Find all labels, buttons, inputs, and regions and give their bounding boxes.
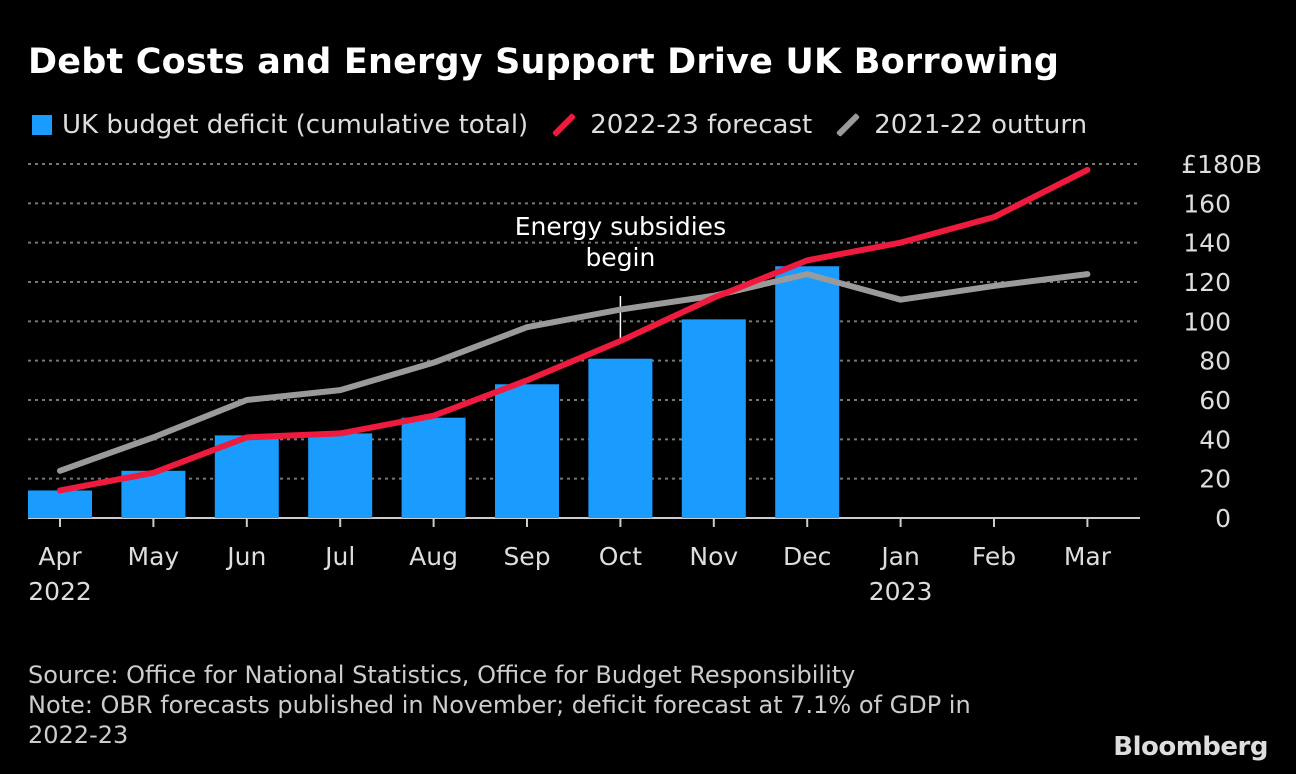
bar [401, 417, 466, 518]
bar [681, 319, 746, 518]
legend-label: 2021-22 outturn [874, 110, 1088, 140]
y-tick-label: 160 [1183, 189, 1231, 218]
bar [775, 266, 840, 518]
note-text-cont: 2022-23 [28, 721, 129, 749]
bloomberg-logo: Bloomberg [1113, 732, 1268, 762]
y-tick-label: £180B [1181, 150, 1262, 179]
x-tick-label: Jul [323, 542, 355, 571]
x-tick-label: Jan [879, 542, 920, 571]
x-tick-label: Apr [38, 542, 82, 571]
annotation-text: begin [585, 243, 655, 272]
x-year-label: 2022 [28, 577, 92, 606]
legend-item-outturn: 2021-22 outturn [834, 110, 1087, 140]
bar [495, 384, 559, 518]
source-text: Source: Office for National Statistics, … [28, 661, 856, 689]
x-tick-label: Jun [225, 542, 266, 571]
y-tick-label: 40 [1199, 425, 1231, 454]
line-outturn [57, 271, 1091, 474]
y-tick-label: 20 [1199, 465, 1231, 494]
footer: Source: Office for National Statistics, … [28, 660, 971, 750]
bar [214, 435, 279, 518]
x-tick-label: May [128, 542, 180, 571]
line-forecast [57, 166, 1091, 494]
y-tick-label: 0 [1215, 504, 1231, 533]
y-tick-label: 80 [1199, 347, 1231, 376]
x-tick-label: Nov [689, 542, 738, 571]
annotation-text: Energy subsidies [515, 212, 726, 241]
legend-item-deficit: UK budget deficit (cumulative total) [32, 110, 528, 140]
x-year-label: 2023 [869, 577, 933, 606]
legend-item-forecast: 2022-23 forecast [550, 110, 812, 140]
y-tick-label: 140 [1183, 229, 1231, 258]
x-tick-label: Oct [599, 542, 642, 571]
bar [28, 490, 92, 518]
x-tick-label: Sep [503, 542, 550, 571]
legend: UK budget deficit (cumulative total) 202… [32, 110, 1109, 140]
x-tick-label: Feb [972, 542, 1016, 571]
bar [308, 433, 373, 518]
note-text: Note: OBR forecasts published in Novembe… [28, 691, 971, 719]
legend-swatch-bar [32, 115, 52, 135]
legend-label: UK budget deficit (cumulative total) [62, 110, 529, 140]
legend-label: 2022-23 forecast [590, 110, 813, 140]
chart-title: Debt Costs and Energy Support Drive UK B… [28, 42, 1060, 82]
bar [588, 358, 653, 518]
x-tick-label: Mar [1064, 542, 1112, 571]
x-tick-label: Dec [783, 542, 831, 571]
y-tick-label: 120 [1183, 268, 1231, 297]
x-tick-label: Aug [409, 542, 458, 571]
y-tick-label: 60 [1199, 386, 1231, 415]
y-tick-label: 100 [1183, 307, 1231, 336]
